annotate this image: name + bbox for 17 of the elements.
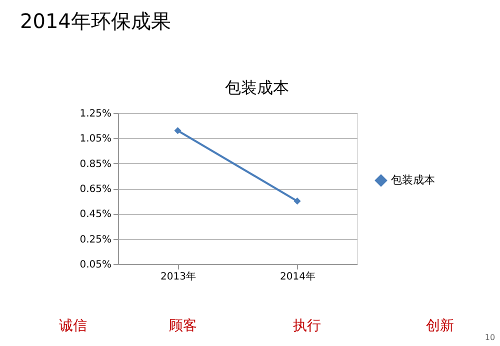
chart-title: 2014年环保成果 [20, 9, 171, 33]
y-tick-label: 1.25% [80, 108, 112, 120]
text: 顾客 [169, 318, 197, 334]
legend-label: 包装成本 [391, 174, 435, 186]
y-tick-label: 0.25% [80, 234, 112, 246]
y-tick-label: 0.65% [80, 184, 112, 195]
text: 创新 [426, 318, 454, 334]
x-tick-label: 2013年 [160, 270, 196, 282]
y-tick-label: 0.05% [80, 260, 112, 270]
chart-subtitle: 包装成本 [225, 78, 289, 97]
y-tick-label: 0.45% [80, 209, 112, 220]
text: 10 [484, 333, 496, 342]
x-tick-label: 2014年 [280, 270, 316, 282]
y-tick-label: 1.05% [80, 134, 112, 145]
text: 诚信 [59, 318, 87, 334]
y-tick-label: 0.85% [80, 158, 112, 170]
text: 执行 [293, 318, 321, 334]
